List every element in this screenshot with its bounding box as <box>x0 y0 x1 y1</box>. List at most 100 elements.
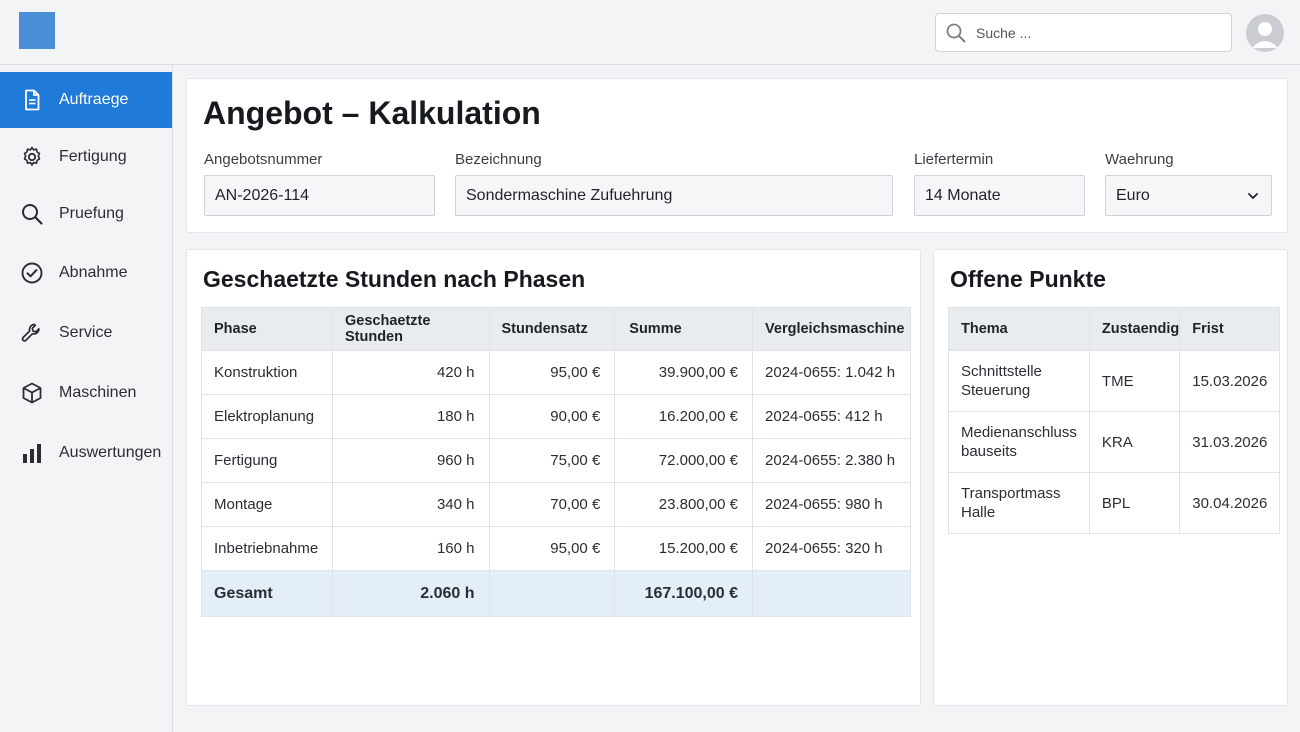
sidebar-item-pruefung[interactable]: Pruefung <box>0 186 172 242</box>
topic-line-2: Halle <box>961 504 996 521</box>
hours-cell: 420 h <box>331 350 490 395</box>
waehrung-select[interactable]: Euro <box>1105 175 1272 216</box>
rate-cell: 70,00 € <box>488 482 616 527</box>
rate-cell: 90,00 € <box>488 394 616 439</box>
due-cell: 15.03.2026 <box>1179 350 1281 412</box>
sum-cell: 23.800,00 € <box>614 482 754 527</box>
logo[interactable] <box>19 12 55 49</box>
compare-cell: 2024-0655: 412 h <box>752 394 911 439</box>
gear-icon <box>23 146 41 166</box>
waehrung-value: Euro <box>1116 186 1150 204</box>
topic-line-2: Steuerung <box>961 382 1031 399</box>
column-header-hours[interactable]: Geschaetzte Stunden <box>331 307 490 351</box>
cube-icon <box>22 382 42 404</box>
phase-cell: Elektroplanung <box>201 394 333 439</box>
sum-cell: 39.900,00 € <box>614 350 754 395</box>
total-sum: 167.100,00 € <box>614 570 754 617</box>
sidebar-item-abnahme[interactable]: Abnahme <box>0 245 172 301</box>
topic-cell: Transportmass Halle <box>948 472 1090 534</box>
table-header-row: Thema Zustaendig Frist <box>948 307 1281 351</box>
owner-cell: TME <box>1088 350 1181 412</box>
offer-form-card: Angebot – Kalkulation Angebotsnummer Bez… <box>186 78 1288 233</box>
open-points-title: Offene Punkte <box>950 266 1106 292</box>
phase-cell: Inbetriebnahme <box>201 526 333 571</box>
document-icon <box>25 89 40 111</box>
bar-chart-icon <box>23 444 41 463</box>
sidebar-item-fertigung[interactable]: Fertigung <box>0 129 172 185</box>
table-row[interactable]: Transportmass Halle BPL 30.04.2026 <box>948 472 1281 534</box>
sidebar-item-label: Service <box>59 324 113 341</box>
column-header-compare[interactable]: Vergleichsmaschine <box>752 307 911 351</box>
table-header-row: Phase Geschaetzte Stunden Stundensatz Su… <box>201 307 911 351</box>
table-row[interactable]: Fertigung 960 h 75,00 €72.000,00 €2024-065… <box>201 438 911 483</box>
topic-line-2: bauseits <box>961 443 1017 460</box>
bezeichnung-label: Bezeichnung <box>455 151 542 168</box>
sidebar-item-label: Pruefung <box>59 205 124 222</box>
column-header-frist[interactable]: Frist <box>1179 307 1281 351</box>
liefertermin-label: Liefertermin <box>914 151 994 168</box>
avatar[interactable] <box>1246 14 1284 52</box>
sum-cell: 16.200,00 € <box>614 394 754 439</box>
sidebar-item-label: Maschinen <box>59 384 137 401</box>
table-row[interactable]: Elektroplanung 180 h 90,00 €16.200,00 €202… <box>201 394 911 439</box>
table-row[interactable]: Konstruktion 420 h 95,00 €39.900,00 €2024-… <box>201 350 911 395</box>
phase-cell: Montage <box>201 482 333 527</box>
phases-table: Phase Geschaetzte Stunden Stundensatz Su… <box>201 307 911 617</box>
search-icon <box>946 23 966 43</box>
phases-title: Geschaetzte Stunden nach Phasen <box>203 266 586 292</box>
total-rate-empty <box>488 570 616 617</box>
topic-cell: Medienanschluss bauseits <box>948 411 1090 473</box>
table-row[interactable]: Montage 340 h 70,00 €23.800,00 €2024-0655:… <box>201 482 911 527</box>
angebotsnummer-label: Angebotsnummer <box>204 151 323 168</box>
rate-cell: 75,00 € <box>488 438 616 483</box>
total-compare-empty <box>752 570 911 617</box>
page-title: Angebot – Kalkulation <box>203 95 541 131</box>
sidebar-item-auftraege[interactable]: Auftraege <box>0 72 172 128</box>
hours-cell: 340 h <box>331 482 490 527</box>
table-row[interactable]: Inbetriebnahme 160 h 95,00 €15.200,00 €202… <box>201 526 911 571</box>
due-cell: 30.04.2026 <box>1179 472 1281 534</box>
open-points-card: Offene Punkte Thema Zustaendig Frist Sch… <box>933 249 1288 706</box>
search-box[interactable] <box>935 13 1232 52</box>
compare-cell: 2024-0655: 980 h <box>752 482 911 527</box>
owner-cell: BPL <box>1088 472 1181 534</box>
hours-cell: 960 h <box>331 438 490 483</box>
bezeichnung-field[interactable] <box>455 175 893 216</box>
liefertermin-field[interactable] <box>914 175 1085 216</box>
wrench-icon <box>21 323 40 342</box>
angebotsnummer-field[interactable] <box>204 175 435 216</box>
top-bar <box>0 0 1300 65</box>
column-header-rate[interactable]: Stundensatz <box>488 307 616 351</box>
sidebar-item-label: Fertigung <box>59 148 127 165</box>
waehrung-label: Waehrung <box>1105 151 1174 168</box>
column-header-zustaendig[interactable]: Zustaendig <box>1088 307 1181 351</box>
owner-cell: KRA <box>1088 411 1181 473</box>
sum-cell: 72.000,00 € <box>614 438 754 483</box>
phases-card: Geschaetzte Stunden nach Phasen Phase Ge… <box>186 249 921 706</box>
sidebar-item-label: Abnahme <box>59 264 128 281</box>
column-header-phase[interactable]: Phase <box>201 307 333 351</box>
compare-cell: 2024-0655: 320 h <box>752 526 911 571</box>
sidebar: Auftraege Fertigung Pruefung Abnahme Ser… <box>0 65 173 732</box>
total-hours: 2.060 h <box>331 570 490 617</box>
phase-cell: Fertigung <box>201 438 333 483</box>
sidebar-item-label: Auswertungen <box>59 444 162 461</box>
column-header-thema[interactable]: Thema <box>948 307 1090 351</box>
compare-cell: 2024-0655: 2.380 h <box>752 438 911 483</box>
topic-line-1: Schnittstelle <box>961 363 1042 380</box>
table-row[interactable]: Medienanschluss bauseits KRA 31.03.2026 <box>948 411 1281 473</box>
table-row[interactable]: Schnittstelle Steuerung TME 15.03.2026 <box>948 350 1281 412</box>
topic-line-1: Medienanschluss <box>961 424 1077 441</box>
user-icon <box>1252 22 1278 48</box>
due-cell: 31.03.2026 <box>1179 411 1281 473</box>
column-header-sum[interactable]: Summe <box>614 307 754 351</box>
total-label: Gesamt <box>201 570 333 617</box>
check-circle-icon <box>21 262 43 284</box>
sidebar-item-label: Auftraege <box>59 91 129 108</box>
sidebar-item-service[interactable]: Service <box>0 305 172 361</box>
hours-cell: 180 h <box>331 394 490 439</box>
sidebar-item-auswertungen[interactable]: Auswertungen <box>0 425 172 481</box>
search-input[interactable] <box>976 14 1226 51</box>
phase-cell: Konstruktion <box>201 350 333 395</box>
sidebar-item-maschinen[interactable]: Maschinen <box>0 365 172 421</box>
